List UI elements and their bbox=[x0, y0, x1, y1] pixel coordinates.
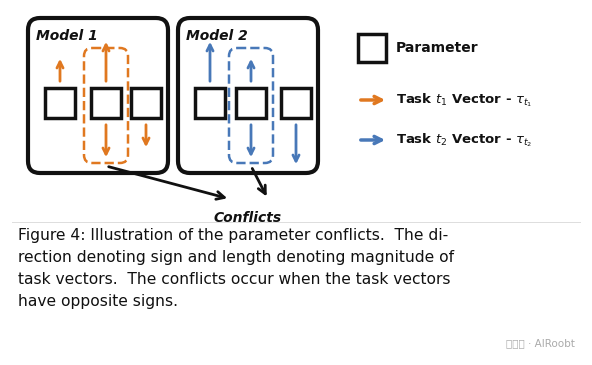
Text: Parameter: Parameter bbox=[396, 41, 478, 55]
Text: 公众号 · AIRoobt: 公众号 · AIRoobt bbox=[506, 338, 575, 348]
Text: Figure 4: Illustration of the parameter conflicts.  The di-: Figure 4: Illustration of the parameter … bbox=[18, 228, 448, 243]
FancyBboxPatch shape bbox=[28, 18, 168, 173]
Text: rection denoting sign and length denoting magnitude of: rection denoting sign and length denotin… bbox=[18, 250, 454, 265]
Bar bbox=[45, 88, 75, 118]
Text: Task $t_2$ Vector - $\tau_{t_2}$: Task $t_2$ Vector - $\tau_{t_2}$ bbox=[396, 131, 532, 149]
Text: Conflicts: Conflicts bbox=[214, 211, 282, 225]
Bar bbox=[91, 88, 121, 118]
Text: Task $t_1$ Vector - $\tau_{t_1}$: Task $t_1$ Vector - $\tau_{t_1}$ bbox=[396, 91, 532, 109]
Bar bbox=[281, 88, 311, 118]
Bar bbox=[358, 34, 386, 62]
Text: have opposite signs.: have opposite signs. bbox=[18, 294, 178, 309]
Bar bbox=[195, 88, 225, 118]
FancyBboxPatch shape bbox=[178, 18, 318, 173]
Text: Model 1: Model 1 bbox=[36, 29, 98, 43]
Text: Model 2: Model 2 bbox=[186, 29, 247, 43]
Bar bbox=[236, 88, 266, 118]
Bar bbox=[131, 88, 161, 118]
Text: task vectors.  The conflicts occur when the task vectors: task vectors. The conflicts occur when t… bbox=[18, 272, 451, 287]
